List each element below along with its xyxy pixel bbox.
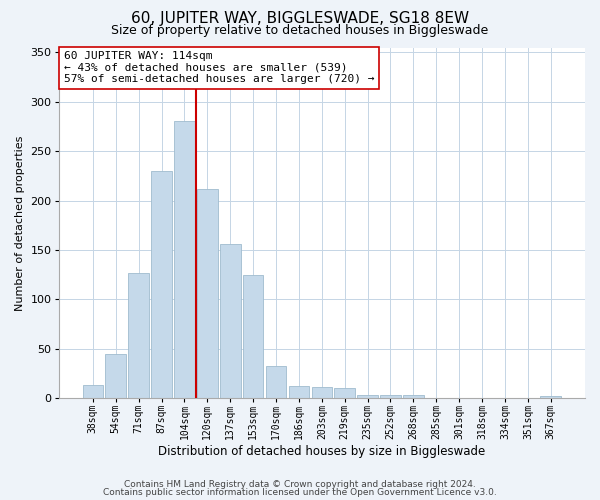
Bar — [541, 396, 561, 398]
Bar — [174, 120, 195, 398]
Text: 60, JUPITER WAY, BIGGLESWADE, SG18 8EW: 60, JUPITER WAY, BIGGLESWADE, SG18 8EW — [131, 11, 469, 26]
Bar — [403, 395, 424, 398]
Y-axis label: Number of detached properties: Number of detached properties — [15, 135, 25, 310]
Bar — [243, 274, 263, 398]
Bar — [358, 395, 378, 398]
Bar — [334, 388, 355, 398]
Bar — [289, 386, 309, 398]
X-axis label: Distribution of detached houses by size in Biggleswade: Distribution of detached houses by size … — [158, 444, 485, 458]
Bar — [151, 171, 172, 398]
Bar — [83, 386, 103, 398]
Bar — [311, 388, 332, 398]
Bar — [220, 244, 241, 398]
Bar — [197, 188, 218, 398]
Bar — [380, 395, 401, 398]
Text: Contains HM Land Registry data © Crown copyright and database right 2024.: Contains HM Land Registry data © Crown c… — [124, 480, 476, 489]
Text: Size of property relative to detached houses in Biggleswade: Size of property relative to detached ho… — [112, 24, 488, 37]
Bar — [266, 366, 286, 398]
Text: Contains public sector information licensed under the Open Government Licence v3: Contains public sector information licen… — [103, 488, 497, 497]
Text: 60 JUPITER WAY: 114sqm
← 43% of detached houses are smaller (539)
57% of semi-de: 60 JUPITER WAY: 114sqm ← 43% of detached… — [64, 51, 374, 84]
Bar — [128, 272, 149, 398]
Bar — [106, 354, 126, 398]
